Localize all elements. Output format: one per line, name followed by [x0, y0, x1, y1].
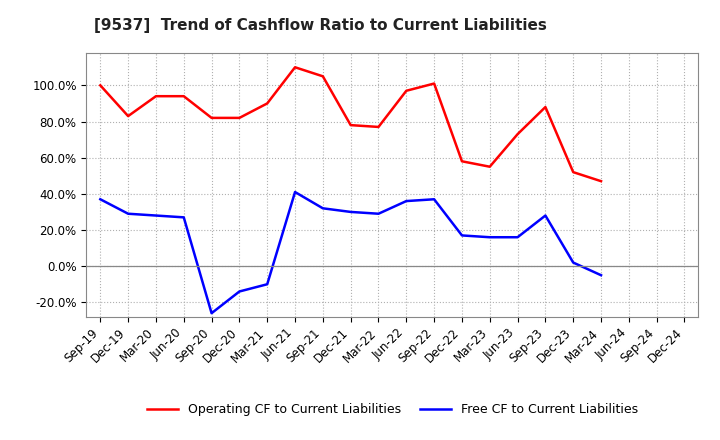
Operating CF to Current Liabilities [291, 65, 300, 70]
Free CF to Current Liabilities [458, 233, 467, 238]
Free CF to Current Liabilities [207, 311, 216, 316]
Operating CF to Current Liabilities [263, 101, 271, 106]
Operating CF to Current Liabilities [374, 124, 383, 129]
Free CF to Current Liabilities [541, 213, 550, 218]
Free CF to Current Liabilities [485, 235, 494, 240]
Free CF to Current Liabilities [402, 198, 410, 204]
Line: Operating CF to Current Liabilities: Operating CF to Current Liabilities [100, 67, 601, 181]
Operating CF to Current Liabilities [541, 104, 550, 110]
Operating CF to Current Liabilities [513, 132, 522, 137]
Operating CF to Current Liabilities [179, 94, 188, 99]
Free CF to Current Liabilities [291, 189, 300, 194]
Free CF to Current Liabilities [597, 272, 606, 278]
Text: [9537]  Trend of Cashflow Ratio to Current Liabilities: [9537] Trend of Cashflow Ratio to Curren… [94, 18, 546, 33]
Free CF to Current Liabilities [374, 211, 383, 216]
Operating CF to Current Liabilities [569, 169, 577, 175]
Operating CF to Current Liabilities [124, 114, 132, 119]
Operating CF to Current Liabilities [152, 94, 161, 99]
Free CF to Current Liabilities [96, 197, 104, 202]
Free CF to Current Liabilities [346, 209, 355, 215]
Free CF to Current Liabilities [318, 205, 327, 211]
Operating CF to Current Liabilities [458, 159, 467, 164]
Free CF to Current Liabilities [124, 211, 132, 216]
Free CF to Current Liabilities [235, 289, 243, 294]
Free CF to Current Liabilities [179, 215, 188, 220]
Operating CF to Current Liabilities [485, 164, 494, 169]
Operating CF to Current Liabilities [207, 115, 216, 121]
Operating CF to Current Liabilities [430, 81, 438, 86]
Free CF to Current Liabilities [263, 282, 271, 287]
Operating CF to Current Liabilities [346, 122, 355, 128]
Free CF to Current Liabilities [513, 235, 522, 240]
Line: Free CF to Current Liabilities: Free CF to Current Liabilities [100, 192, 601, 313]
Free CF to Current Liabilities [569, 260, 577, 265]
Legend: Operating CF to Current Liabilities, Free CF to Current Liabilities: Operating CF to Current Liabilities, Fre… [142, 399, 643, 422]
Operating CF to Current Liabilities [318, 73, 327, 79]
Operating CF to Current Liabilities [597, 179, 606, 184]
Operating CF to Current Liabilities [96, 83, 104, 88]
Operating CF to Current Liabilities [402, 88, 410, 93]
Free CF to Current Liabilities [430, 197, 438, 202]
Free CF to Current Liabilities [152, 213, 161, 218]
Operating CF to Current Liabilities [235, 115, 243, 121]
